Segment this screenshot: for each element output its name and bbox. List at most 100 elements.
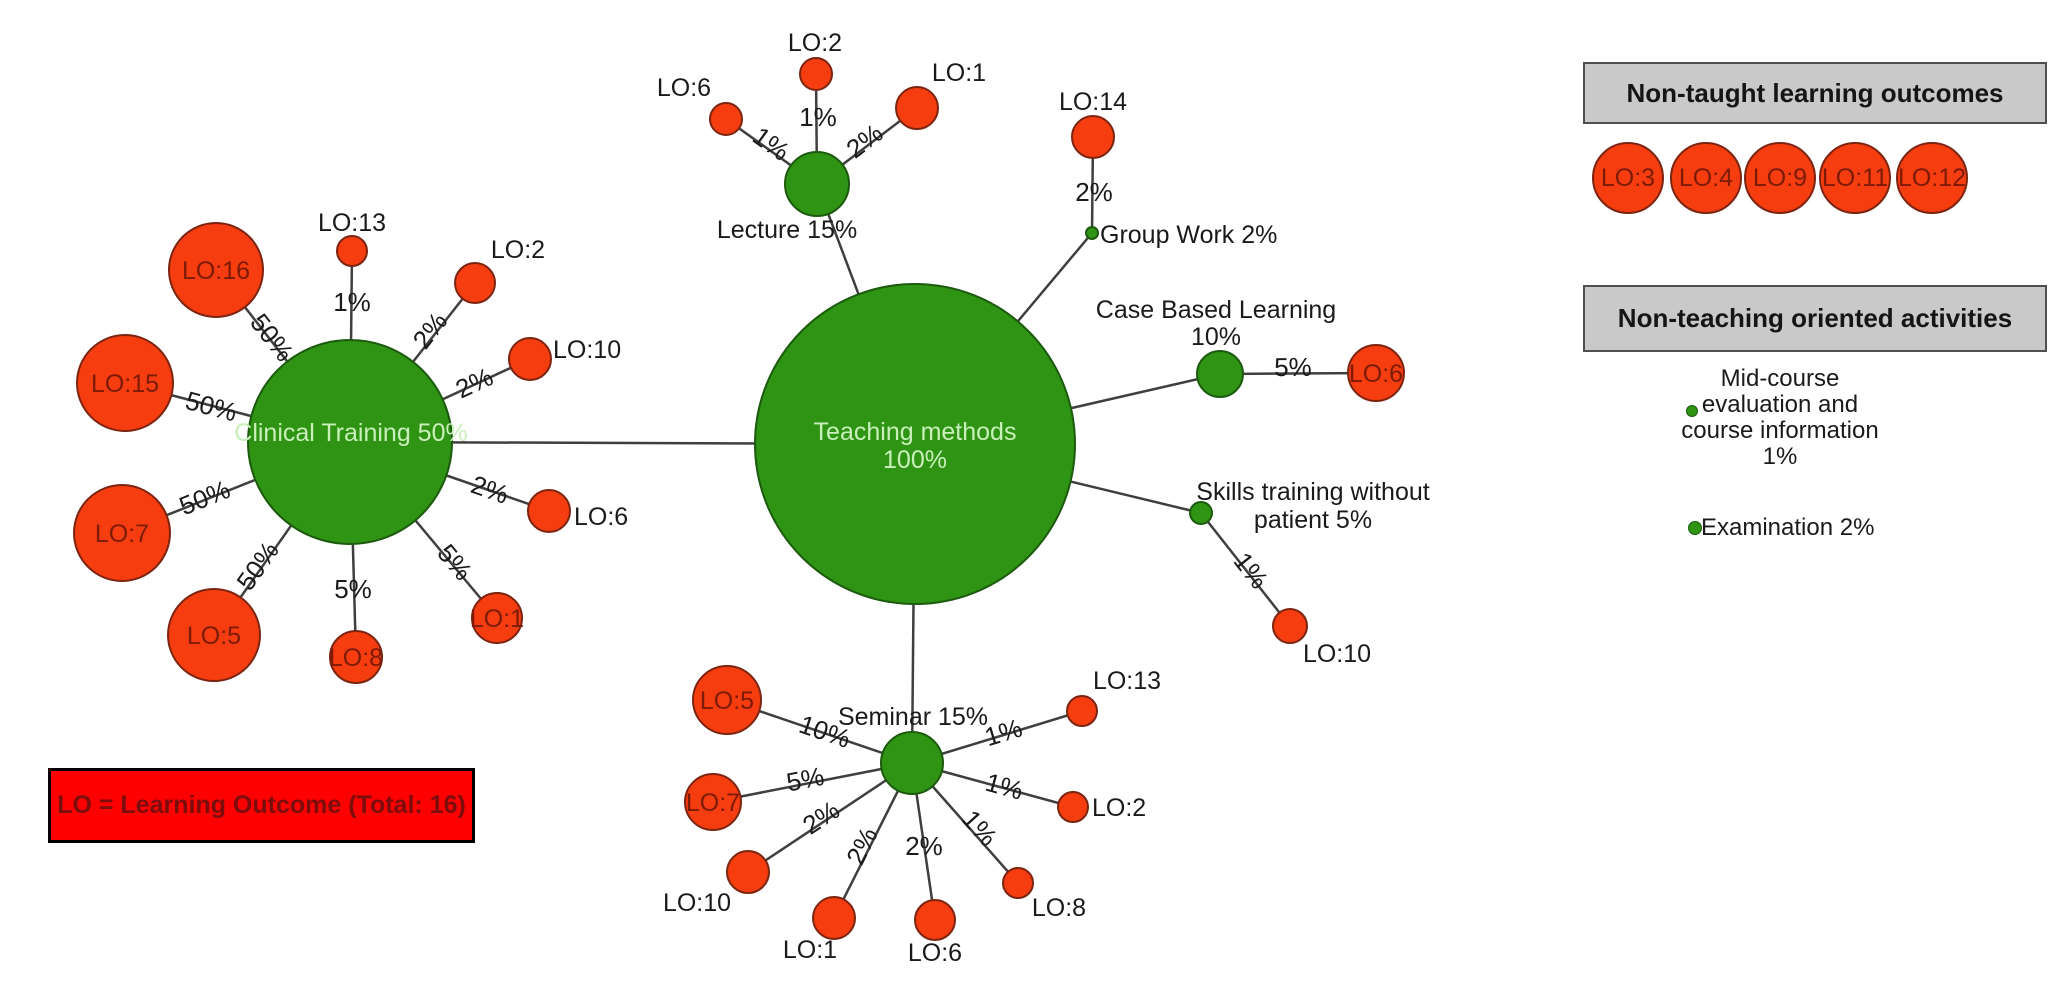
gw-label: Group Work 2%: [1100, 221, 1277, 249]
ct-lo10-label: LO:10: [553, 336, 621, 364]
sk-label-line2: patient 5%: [1254, 506, 1372, 534]
edge-label-sem-sem-lo8: 1%: [956, 804, 1003, 852]
node-sem-lo8: [1002, 867, 1034, 899]
edge-label-lec-lec-lo6: 1%: [747, 121, 795, 167]
node-sem-lo2: [1057, 791, 1089, 823]
edge-label-sk-sk-lo10: 1%: [1228, 546, 1275, 594]
edge-label-ct-ct-lo2: 2%: [407, 306, 454, 354]
node-ct-lo7: [73, 484, 171, 582]
node-ct-lo6: [527, 489, 571, 533]
lec-label: Lecture 15%: [717, 216, 857, 244]
node-sem-lo10: [726, 850, 770, 894]
cbl-label-line1: Case Based Learning: [1096, 296, 1336, 324]
legend-box: LO = Learning Outcome (Total: 16): [48, 768, 475, 843]
non-taught-circle-lo3-label: LO:3: [1600, 163, 1656, 192]
sk-lo10-label: LO:10: [1303, 640, 1371, 668]
midcourse-evaluation-label: Mid-course evaluation and course informa…: [1660, 366, 1900, 470]
tm-label-line2: 100%: [883, 446, 947, 474]
examination-label: Examination 2%: [1701, 514, 1875, 541]
node-sk: [1189, 501, 1213, 525]
edge-label-lec-lec-lo2: 1%: [799, 102, 837, 132]
node-cbl-lo6: [1347, 344, 1405, 402]
ct-lo1-label: LO:1: [470, 605, 524, 633]
node-ct-lo16: [168, 222, 264, 318]
edge-label-ct-ct-lo13: 1%: [333, 287, 371, 317]
edge-sk-sk-lo10: [1200, 512, 1291, 627]
sem-lo13-label: LO:13: [1093, 667, 1161, 695]
midcourse-line-4: 1%: [1762, 443, 1798, 470]
sem-lo1-label: LO:1: [783, 936, 837, 964]
edge-label-ct-ct-lo1: 5%: [431, 538, 478, 586]
ct-lo13-label: LO:13: [318, 209, 386, 237]
ct-lo8-label: LO:8: [329, 644, 383, 672]
ct-lo5-label: LO:5: [187, 622, 241, 650]
edge-label-ct-ct-lo10: 2%: [451, 361, 498, 404]
sem-lo6-label: LO:6: [908, 939, 962, 967]
lec-lo6-label: LO:6: [657, 74, 711, 102]
edge-sem-sem-lo7: [712, 761, 913, 804]
node-gw-lo14: [1071, 115, 1115, 159]
midcourse-evaluation-dot: [1686, 405, 1698, 417]
node-ct-lo15: [76, 334, 174, 432]
ct-lo16-label: LO:16: [182, 257, 250, 285]
edge-label-ct-ct-lo7: 50%: [175, 474, 234, 521]
non-taught-circle-lo11-label: LO:11: [1821, 163, 1889, 192]
sk-label-line1: Skills training without: [1196, 478, 1429, 506]
node-cbl: [1196, 350, 1244, 398]
non-teaching-activities-header: Non-teaching oriented activities: [1583, 285, 2047, 352]
cbl-label-line2: 10%: [1191, 323, 1241, 351]
node-ct-lo13: [336, 235, 368, 267]
sem-lo10-label: LO:10: [663, 889, 731, 917]
gw-lo14-label: LO:14: [1059, 88, 1127, 116]
lec-lo2-label: LO:2: [788, 29, 842, 57]
node-lec-lo1: [895, 86, 939, 130]
edge-label-lec-lec-lo1: 2%: [841, 118, 889, 165]
ct-lo7-label: LO:7: [95, 520, 149, 548]
edge-label-sem-sem-lo7: 5%: [784, 761, 827, 798]
midcourse-line-2: evaluation and: [1701, 391, 1859, 418]
ct-label: Clinical Training 50%: [234, 419, 467, 447]
non-taught-circle-lo11: LO:11: [1819, 142, 1891, 214]
node-sem-lo13: [1066, 695, 1098, 727]
cbl-lo6-label: LO:6: [1349, 360, 1403, 388]
non-taught-circle-lo12: LO:12: [1896, 142, 1968, 214]
examination-dot: [1688, 521, 1702, 535]
ct-lo6-label: LO:6: [574, 503, 628, 531]
node-sem-lo7: [684, 773, 742, 831]
node-sem-lo6: [914, 899, 956, 941]
midcourse-line-3: course information: [1681, 417, 1879, 444]
sem-lo8-label: LO:8: [1032, 894, 1086, 922]
node-ct-lo10: [508, 337, 552, 381]
edge-label-ct-ct-lo15: 50%: [182, 385, 240, 427]
edge-label-sem-sem-lo2: 1%: [982, 767, 1026, 806]
node-sk-lo10: [1272, 608, 1308, 644]
non-taught-circle-lo4: LO:4: [1670, 142, 1742, 214]
node-ct-lo2: [454, 262, 496, 304]
node-ct-lo8: [329, 630, 383, 684]
edge-label-sem-sem-lo6: 2%: [905, 831, 943, 861]
non-taught-circle-lo4-label: LO:4: [1678, 163, 1734, 192]
sem-lo7-label: LO:7: [686, 789, 740, 817]
non-taught-circle-lo9-label: LO:9: [1752, 163, 1808, 192]
ct-lo2-label: LO:2: [491, 236, 545, 264]
node-sem-lo5: [692, 665, 762, 735]
lec-lo1-label: LO:1: [932, 59, 986, 87]
sem-lo2-label: LO:2: [1092, 794, 1146, 822]
sem-lo5-label: LO:5: [700, 687, 754, 715]
midcourse-line-1: Mid-course: [1720, 365, 1840, 392]
non-taught-circle-lo12-label: LO:12: [1897, 163, 1967, 192]
node-sem: [880, 731, 944, 795]
edge-label-gw-gw-lo14: 2%: [1075, 177, 1113, 207]
node-lec-lo6: [709, 102, 743, 136]
node-sem-lo1: [812, 896, 856, 940]
edge-sem-sem-lo10: [747, 761, 913, 874]
non-taught-outcomes-header: Non-taught learning outcomes: [1583, 62, 2047, 124]
node-ct: [247, 339, 453, 545]
node-lec-lo2: [799, 57, 833, 91]
edge-label-ct-ct-lo6: 2%: [467, 469, 512, 510]
node-ct-lo5: [167, 588, 261, 682]
node-lec: [784, 151, 850, 217]
non-taught-circle-lo9: LO:9: [1744, 142, 1816, 214]
